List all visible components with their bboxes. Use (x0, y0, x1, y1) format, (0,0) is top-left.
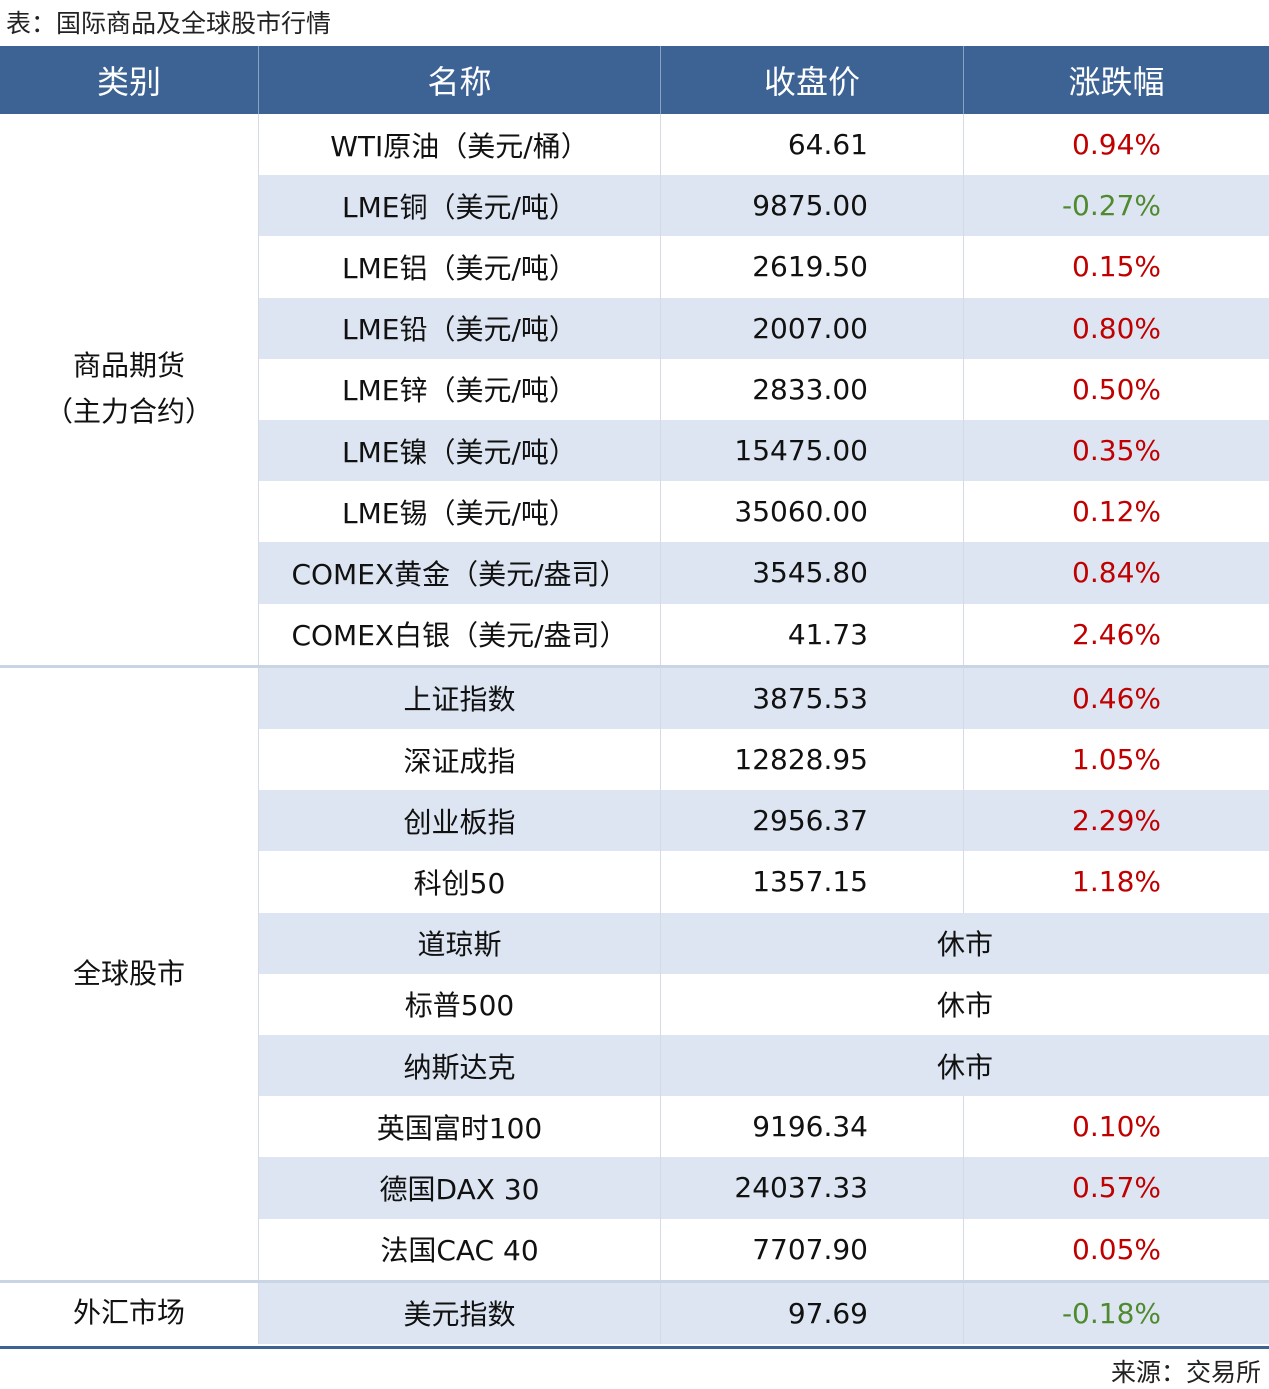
name-cell: LME铅（美元/吨） (258, 297, 660, 359)
change-cell: -0.18% (963, 1282, 1269, 1344)
name-cell: COMEX黄金（美元/盎司） (258, 542, 660, 604)
name-cell: LME锌（美元/吨） (258, 358, 660, 420)
close-cell: 1357.15 (660, 851, 963, 913)
category-cell: 商品期货 （主力合约） (44, 349, 213, 429)
change-cell: 0.12% (963, 481, 1269, 543)
change-cell: 0.50% (963, 358, 1269, 420)
category-cell: 外汇市场 (72, 1296, 185, 1330)
name-cell: 法国CAC 40 (258, 1218, 660, 1280)
change-cell: 2.29% (963, 790, 1269, 852)
name-cell: LME铝（美元/吨） (258, 236, 660, 298)
close-cell: 41.73 (660, 603, 963, 665)
name-cell: 纳斯达克 (258, 1035, 660, 1097)
group-separator (0, 664, 1269, 668)
source-note: 来源：交易所 (1110, 1358, 1261, 1387)
change-cell: 0.10% (963, 1096, 1269, 1158)
change-cell: 0.80% (963, 297, 1269, 359)
close-cell: 24037.33 (660, 1157, 963, 1219)
header-cell: 涨跌幅 (963, 46, 1269, 114)
change-cell: 0.46% (963, 667, 1269, 729)
name-cell: 创业板指 (258, 790, 660, 852)
close-cell: 9875.00 (660, 175, 963, 237)
name-cell: 上证指数 (258, 667, 660, 729)
name-cell: 美元指数 (258, 1282, 660, 1344)
close-cell: 97.69 (660, 1282, 963, 1344)
category-cell: 全球股市 (72, 956, 185, 990)
status-cell: 休市 (660, 912, 1269, 974)
change-cell: 0.57% (963, 1157, 1269, 1219)
close-cell: 3545.80 (660, 542, 963, 604)
name-cell: LME铜（美元/吨） (258, 175, 660, 237)
close-cell: 9196.34 (660, 1096, 963, 1158)
group-separator (0, 1279, 1269, 1283)
change-cell: 0.94% (963, 114, 1269, 176)
status-cell: 休市 (660, 973, 1269, 1035)
status-cell: 休市 (660, 1035, 1269, 1097)
name-cell: 道琼斯 (258, 912, 660, 974)
close-cell: 35060.00 (660, 481, 963, 543)
name-cell: LME镍（美元/吨） (258, 420, 660, 482)
name-cell: 科创50 (258, 851, 660, 913)
close-cell: 2833.00 (660, 358, 963, 420)
name-cell: LME锡（美元/吨） (258, 481, 660, 543)
change-cell: 0.84% (963, 542, 1269, 604)
table-title: 表：国际商品及全球股市行情 (6, 9, 332, 38)
name-cell: 深证成指 (258, 729, 660, 791)
change-cell: 1.05% (963, 729, 1269, 791)
bottom-rule (0, 1346, 1269, 1349)
close-cell: 2619.50 (660, 236, 963, 298)
close-cell: 15475.00 (660, 420, 963, 482)
name-cell: COMEX白银（美元/盎司） (258, 603, 660, 665)
close-cell: 12828.95 (660, 729, 963, 791)
header-cell: 名称 (258, 46, 660, 114)
close-cell: 2956.37 (660, 790, 963, 852)
close-cell: 2007.00 (660, 297, 963, 359)
close-cell: 7707.90 (660, 1218, 963, 1280)
change-cell: 1.18% (963, 851, 1269, 913)
name-cell: 标普500 (258, 973, 660, 1035)
header-cell: 类别 (0, 46, 258, 114)
change-cell: 0.05% (963, 1218, 1269, 1280)
change-cell: 0.35% (963, 420, 1269, 482)
name-cell: 德国DAX 30 (258, 1157, 660, 1219)
close-cell: 3875.53 (660, 667, 963, 729)
close-cell: 64.61 (660, 114, 963, 176)
name-cell: 英国富时100 (258, 1096, 660, 1158)
header-cell: 收盘价 (660, 46, 963, 114)
change-cell: 0.15% (963, 236, 1269, 298)
change-cell: 2.46% (963, 603, 1269, 665)
change-cell: -0.27% (963, 175, 1269, 237)
name-cell: WTI原油（美元/桶） (258, 114, 660, 176)
